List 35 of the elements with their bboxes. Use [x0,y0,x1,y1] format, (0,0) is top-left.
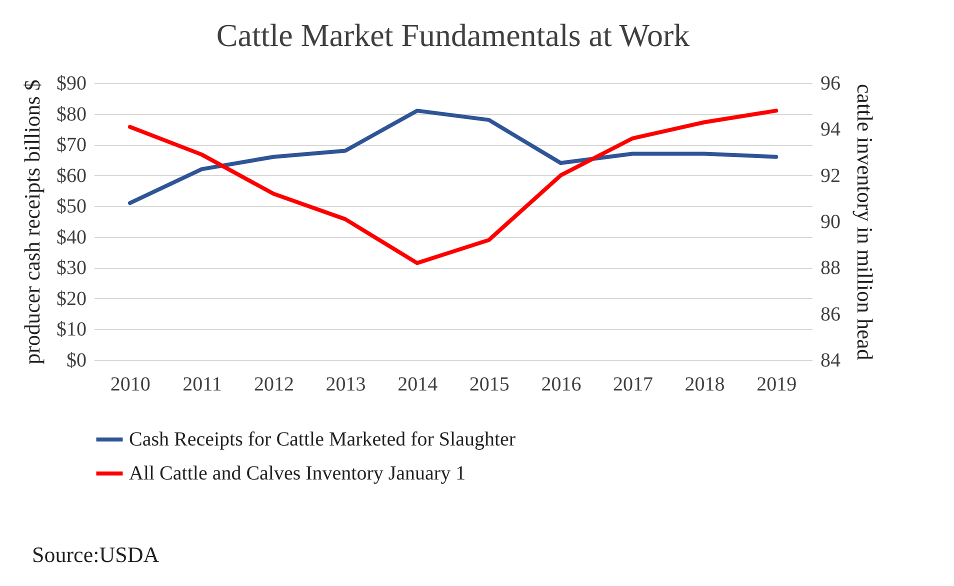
x-tick-label: 2011 [182,374,222,396]
y-tick-label: $40 [56,226,86,248]
y2-tick-label: 84 [820,350,840,372]
y-tick-label: $60 [56,164,86,187]
x-tick-label: 2017 [613,374,653,396]
y-tick-label: $10 [56,318,86,341]
y-tick-label: $70 [56,134,86,156]
y2-tick-label: 92 [820,164,840,187]
y2-tick-label: 96 [820,72,840,94]
x-tick-label: 2013 [326,374,366,396]
line-series [128,108,778,266]
x-tick-label: 2019 [756,374,797,396]
y-tick-label: $50 [56,196,86,218]
y2-tick-label: 88 [820,257,840,280]
y-tick-label: $0 [66,350,86,372]
y2-axis-title: cattle inventory in million head [852,84,878,360]
x-tick-label: 2016 [541,374,582,396]
y-tick-label: $80 [56,103,86,126]
y-tick-label: $30 [56,257,86,280]
x-tick-label: 2010 [110,374,150,396]
y2-tick-label: 90 [820,211,840,233]
y-tick-label: $20 [56,288,86,310]
x-tick-label: 2015 [469,374,510,396]
chart-title: Cattle Market Fundamentals at Work [216,17,690,53]
x-tick-label: 2012 [254,374,294,396]
x-tick-label: 2018 [684,374,725,396]
y2-tick-label: 86 [820,303,840,326]
line-series [128,108,778,206]
source-note: Source:USDA [32,542,160,568]
legend-label: All Cattle and Calves Inventory January 1 [129,462,466,484]
y-axis-title: producer cash receipts billions $ [20,80,44,364]
y2-tick-label: 94 [820,118,840,141]
legend-label: Cash Receipts for Cattle Marketed for Slaughter [129,428,516,450]
x-tick-label: 2014 [398,374,438,396]
y-tick-label: $90 [56,72,86,94]
